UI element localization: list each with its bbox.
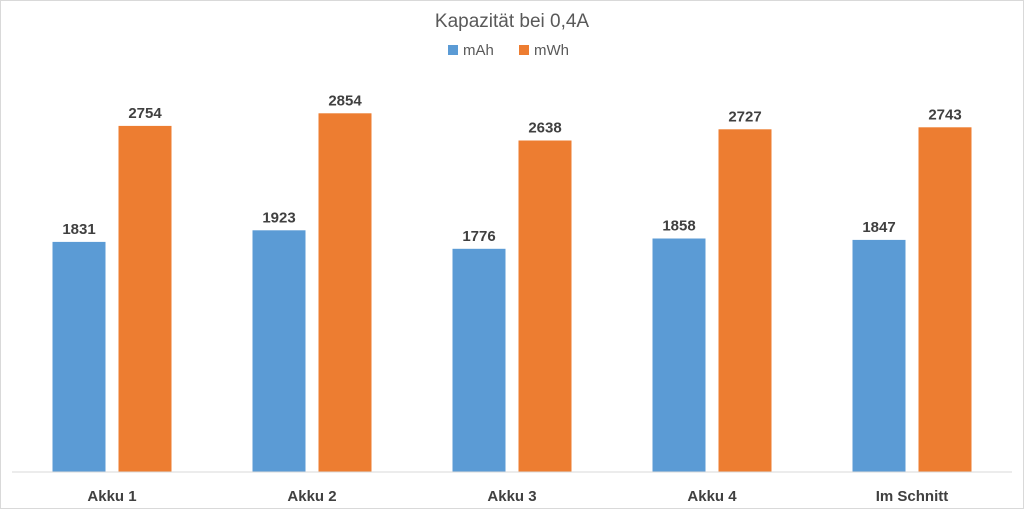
chart-title: Kapazität bei 0,4A bbox=[435, 11, 590, 32]
bar-mwh-5 bbox=[918, 127, 972, 473]
bar-mah-2 bbox=[252, 230, 306, 472]
data-label-mwh-3: 2638 bbox=[528, 120, 561, 137]
bar-mwh-1 bbox=[118, 125, 172, 473]
data-label-mwh-5: 2743 bbox=[928, 106, 961, 123]
value-labels: 1831 2754 1923 2854 1776 2638 1858 2727 1847 2743 bbox=[62, 92, 961, 245]
bar-mwh-4 bbox=[718, 129, 772, 473]
legend: mAh mWh bbox=[448, 42, 569, 59]
data-label-mah-1: 1831 bbox=[62, 221, 95, 238]
x-tick-label-3: Akku 3 bbox=[487, 488, 536, 505]
data-label-mah-2: 1923 bbox=[262, 209, 295, 226]
x-tick-label-1: Akku 1 bbox=[87, 488, 136, 505]
data-label-mwh-4: 2727 bbox=[728, 108, 761, 125]
x-axis-tick-labels: Akku 1 Akku 2 Akku 3 Akku 4 Im Schnitt bbox=[87, 488, 948, 505]
bar-mwh-2 bbox=[318, 113, 372, 473]
bar-mah-4 bbox=[652, 238, 706, 472]
legend-label-mah: mAh bbox=[463, 42, 494, 59]
data-label-mah-5: 1847 bbox=[862, 219, 895, 236]
legend-label-mwh: mWh bbox=[534, 42, 569, 59]
bar-mah-1 bbox=[52, 241, 106, 472]
x-tick-label-5: Im Schnitt bbox=[876, 488, 949, 505]
bar-mah-3 bbox=[452, 248, 506, 472]
x-tick-label-4: Akku 4 bbox=[687, 488, 737, 505]
data-label-mah-3: 1776 bbox=[462, 228, 495, 245]
bar-mwh-3 bbox=[518, 140, 572, 472]
legend-swatch-mah bbox=[448, 45, 458, 55]
data-label-mwh-2: 2854 bbox=[328, 92, 362, 109]
data-label-mwh-1: 2754 bbox=[128, 105, 162, 122]
bars bbox=[52, 113, 972, 473]
bar-mah-5 bbox=[852, 239, 906, 472]
x-tick-label-2: Akku 2 bbox=[287, 488, 336, 505]
legend-swatch-mwh bbox=[519, 45, 529, 55]
data-label-mah-4: 1858 bbox=[662, 218, 695, 235]
